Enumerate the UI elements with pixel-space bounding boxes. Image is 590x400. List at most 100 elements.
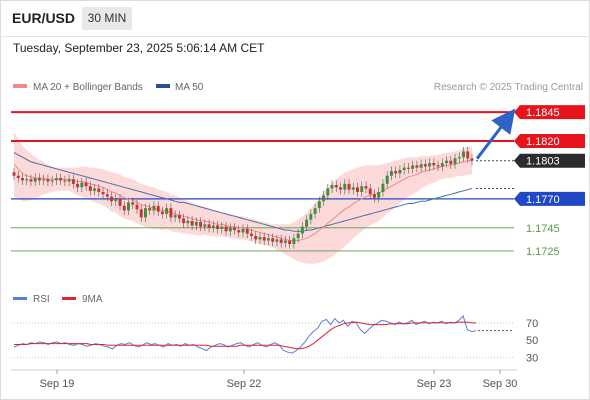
candle-body (211, 225, 215, 228)
candle-body (152, 205, 156, 211)
x-axis: Sep 19 Sep 22 Sep 23 Sep 30 (40, 370, 518, 390)
copyright-text: Research © 2025 Trading Central (434, 82, 583, 93)
chart-header: EUR/USD 30 MIN (0, 0, 590, 36)
candle-body (462, 151, 465, 158)
candle-body (233, 227, 236, 231)
candle-body (423, 164, 427, 167)
candle-body (266, 238, 270, 241)
candle-body (177, 215, 181, 219)
candle-body (453, 158, 457, 165)
candle (381, 179, 385, 197)
candle (415, 160, 419, 173)
candle (445, 156, 449, 168)
candle-body (339, 187, 343, 190)
x-tick-label: Sep 22 (227, 378, 262, 390)
candle-body (436, 165, 440, 167)
level-tag-1.1803 (514, 153, 585, 168)
timeframe-badge[interactable]: 30 MIN (82, 7, 132, 30)
candle (406, 163, 410, 174)
candle (322, 190, 326, 206)
candle (364, 181, 368, 194)
candle (80, 178, 84, 192)
candle (177, 210, 181, 224)
ma50-legend-swatch (156, 84, 170, 88)
header-divider (0, 36, 590, 37)
candle (211, 220, 215, 233)
candle-body (343, 183, 347, 190)
candle (389, 166, 393, 181)
level-label-1.1845: 1.1845 (514, 105, 585, 120)
candle-body (122, 205, 126, 211)
candle-body (262, 237, 266, 241)
candle (385, 171, 389, 189)
candle (110, 191, 114, 206)
candle (262, 232, 266, 246)
candle (37, 173, 41, 185)
forecast-arrow (475, 108, 516, 160)
candle (398, 165, 402, 179)
candle-body (258, 237, 262, 240)
candle (283, 235, 287, 248)
candle (114, 194, 118, 206)
candle-body (139, 209, 143, 218)
x-tick-label: Sep 19 (40, 378, 75, 390)
candle (88, 181, 92, 196)
candle-body (84, 182, 88, 187)
candle-body (216, 225, 220, 229)
candle-body (292, 238, 296, 245)
candle (12, 167, 16, 181)
rsi-plot-area: 70 50 30 (11, 315, 538, 364)
candle (428, 158, 432, 172)
level-text-1.1725: 1.1725 (526, 246, 560, 258)
candle-body (398, 169, 402, 174)
candle-body (381, 183, 385, 192)
candle (46, 174, 50, 187)
candle (394, 166, 398, 179)
candle-body (330, 185, 334, 189)
candle (326, 183, 330, 201)
level-label-1.1803: 1.1803 (514, 153, 585, 168)
x-tick-label: Sep 30 (483, 378, 518, 390)
candle (76, 179, 80, 192)
candle-body (12, 172, 16, 176)
rsi-tick-50: 50 (526, 335, 538, 347)
candle-body (29, 179, 33, 182)
candle-body (449, 160, 453, 165)
candle (194, 217, 198, 231)
candle-body (50, 180, 54, 182)
candle-body (372, 194, 376, 198)
candle-body (190, 220, 194, 226)
candle (173, 210, 177, 223)
candle (356, 182, 359, 197)
candle-body (347, 183, 351, 190)
candle (254, 231, 258, 245)
level-text-1.1745: 1.1745 (526, 223, 560, 235)
candle-body (207, 224, 211, 228)
candle-body (445, 160, 449, 164)
candle-body (101, 191, 105, 195)
candle-body (63, 180, 67, 182)
candle (462, 146, 465, 162)
candle (266, 233, 270, 246)
candle (402, 163, 406, 175)
candle (199, 217, 203, 232)
rsi-legend-label: RSI (33, 294, 50, 305)
rsi-tick-30: 30 (526, 352, 538, 364)
candle (466, 146, 470, 164)
candle-body (411, 165, 415, 169)
level-label-1.1770: 1.1770 (514, 191, 585, 206)
candle-body (228, 227, 232, 232)
rsi-legend-swatch (13, 297, 27, 300)
candle (351, 182, 355, 195)
candle (440, 158, 444, 172)
candle-body (110, 196, 114, 202)
level-tag-1.1845 (514, 105, 585, 120)
candle (317, 196, 321, 213)
candle-body (305, 219, 309, 227)
candle (122, 201, 126, 216)
candle (207, 219, 211, 233)
rsi-tick-70: 70 (526, 318, 538, 330)
candle-body (317, 201, 321, 209)
candle (453, 153, 457, 169)
